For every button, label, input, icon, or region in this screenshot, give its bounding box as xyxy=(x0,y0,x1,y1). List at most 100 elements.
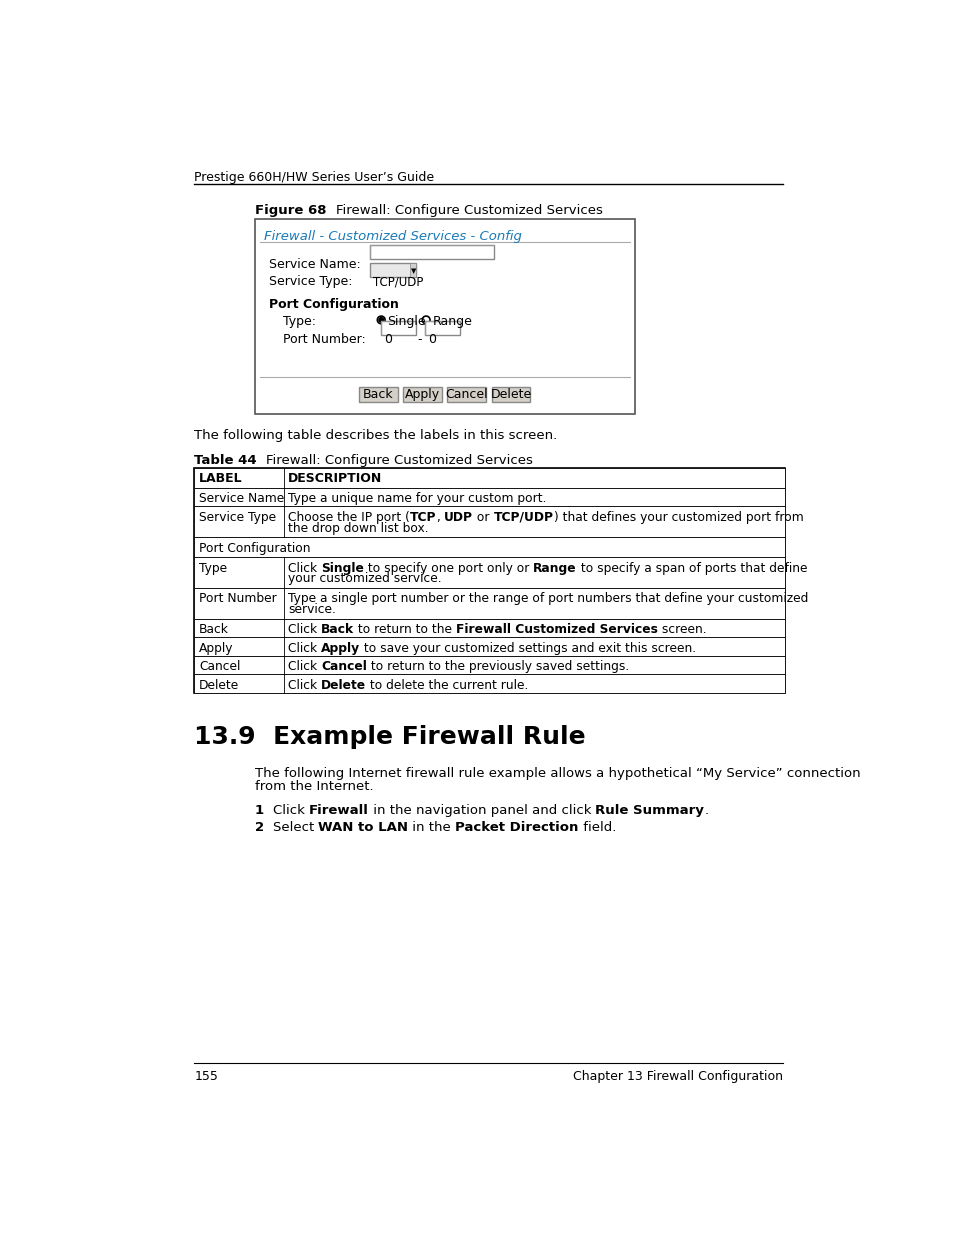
Text: Port Configuration: Port Configuration xyxy=(269,299,398,311)
Text: Packet Direction: Packet Direction xyxy=(455,821,578,834)
Bar xyxy=(194,619,784,637)
Text: to delete the current rule.: to delete the current rule. xyxy=(366,679,528,692)
Text: 1: 1 xyxy=(254,804,264,818)
Text: field.: field. xyxy=(578,821,616,834)
Bar xyxy=(194,468,784,488)
Text: Cancel: Cancel xyxy=(321,661,367,673)
FancyBboxPatch shape xyxy=(491,387,530,403)
Text: Range: Range xyxy=(432,315,472,327)
Text: ) that defines your customized port from: ) that defines your customized port from xyxy=(553,511,802,524)
Text: your customized service.: your customized service. xyxy=(288,573,441,585)
Text: Apply: Apply xyxy=(321,642,360,655)
Text: Back: Back xyxy=(321,624,354,636)
Text: Table 44: Table 44 xyxy=(194,454,266,467)
Text: Click: Click xyxy=(273,804,309,818)
Text: Chapter 13 Firewall Configuration: Chapter 13 Firewall Configuration xyxy=(573,1070,782,1083)
Text: 155: 155 xyxy=(194,1070,218,1083)
Text: Select: Select xyxy=(273,821,318,834)
Text: 0: 0 xyxy=(384,333,392,346)
Text: Port Number:: Port Number: xyxy=(282,333,365,346)
Bar xyxy=(194,468,784,693)
Text: the drop down list box.: the drop down list box. xyxy=(288,521,429,535)
Text: Firewall: Configure Customized Services: Firewall: Configure Customized Services xyxy=(266,454,533,467)
Text: Type a single port number or the range of port numbers that define your customiz: Type a single port number or the range o… xyxy=(288,593,808,605)
Bar xyxy=(194,656,784,674)
Text: Firewall Customized Services: Firewall Customized Services xyxy=(456,624,658,636)
Text: Figure 68: Figure 68 xyxy=(254,205,335,217)
Bar xyxy=(410,263,416,277)
Text: 13.9  Example Firewall Rule: 13.9 Example Firewall Rule xyxy=(194,725,585,748)
Bar xyxy=(194,588,784,619)
Text: Click: Click xyxy=(288,661,321,673)
Text: in the: in the xyxy=(408,821,455,834)
Text: DESCRIPTION: DESCRIPTION xyxy=(288,472,382,485)
Bar xyxy=(381,321,416,335)
Text: Prestige 660H/HW Series User’s Guide: Prestige 660H/HW Series User’s Guide xyxy=(194,172,435,184)
Text: Rule Summary: Rule Summary xyxy=(595,804,703,818)
Text: Firewall: Configure Customized Services: Firewall: Configure Customized Services xyxy=(335,205,602,217)
Text: from the Internet.: from the Internet. xyxy=(254,779,374,793)
Bar xyxy=(369,246,493,259)
Text: Port Configuration: Port Configuration xyxy=(199,542,311,555)
FancyBboxPatch shape xyxy=(403,387,441,403)
Text: TCP/UDP: TCP/UDP xyxy=(494,511,553,524)
Text: Service Type:: Service Type: xyxy=(269,275,352,288)
Text: to specify a span of ports that define: to specify a span of ports that define xyxy=(577,562,806,574)
Bar xyxy=(254,219,634,414)
Text: Type:: Type: xyxy=(282,315,315,327)
Text: LABEL: LABEL xyxy=(199,472,242,485)
Text: Back: Back xyxy=(199,624,229,636)
Text: or: or xyxy=(473,511,494,524)
Bar xyxy=(369,263,416,277)
Text: Firewall: Firewall xyxy=(309,804,368,818)
Text: Service Name:: Service Name: xyxy=(269,258,360,270)
Text: Cancel: Cancel xyxy=(199,661,240,673)
Text: UDP: UDP xyxy=(444,511,473,524)
Text: The following Internet firewall rule example allows a hypothetical “My Service” : The following Internet firewall rule exa… xyxy=(254,767,860,781)
Text: to save your customized settings and exit this screen.: to save your customized settings and exi… xyxy=(360,642,696,655)
Bar xyxy=(194,506,784,537)
Text: Type a unique name for your custom port.: Type a unique name for your custom port. xyxy=(288,493,546,505)
Circle shape xyxy=(378,317,383,322)
Text: in the navigation panel and click: in the navigation panel and click xyxy=(368,804,595,818)
Bar xyxy=(194,537,784,557)
Text: Port Number: Port Number xyxy=(199,593,276,605)
Bar xyxy=(194,557,784,588)
Bar xyxy=(194,637,784,656)
Text: Range: Range xyxy=(533,562,577,574)
Text: Single: Single xyxy=(387,315,426,327)
Text: ,: , xyxy=(436,511,444,524)
Text: Apply: Apply xyxy=(405,388,439,401)
Text: 2: 2 xyxy=(254,821,264,834)
Text: service.: service. xyxy=(288,603,335,616)
Text: Service Name: Service Name xyxy=(199,493,284,505)
FancyBboxPatch shape xyxy=(358,387,397,403)
Text: Delete: Delete xyxy=(321,679,366,692)
Text: Service Type: Service Type xyxy=(199,511,276,524)
Text: Firewall - Customized Services - Config: Firewall - Customized Services - Config xyxy=(264,230,521,243)
Text: The following table describes the labels in this screen.: The following table describes the labels… xyxy=(194,430,558,442)
Bar xyxy=(194,488,784,506)
Text: Apply: Apply xyxy=(199,642,233,655)
Text: Cancel: Cancel xyxy=(445,388,488,401)
Text: to return to the: to return to the xyxy=(354,624,456,636)
Text: Click: Click xyxy=(288,562,321,574)
Text: ▼: ▼ xyxy=(410,268,416,274)
Text: Click: Click xyxy=(288,624,321,636)
Text: Click: Click xyxy=(288,642,321,655)
Text: TCP/UDP: TCP/UDP xyxy=(373,275,422,288)
Text: TCP: TCP xyxy=(410,511,436,524)
Text: .: . xyxy=(703,804,708,818)
Text: Click: Click xyxy=(288,679,321,692)
FancyBboxPatch shape xyxy=(447,387,486,403)
Text: Back: Back xyxy=(363,388,394,401)
Text: 0: 0 xyxy=(428,333,436,346)
Text: WAN to LAN: WAN to LAN xyxy=(318,821,408,834)
Text: Delete: Delete xyxy=(490,388,531,401)
Bar xyxy=(194,674,784,693)
Text: screen.: screen. xyxy=(658,624,706,636)
Text: Choose the IP port (: Choose the IP port ( xyxy=(288,511,410,524)
Text: Type: Type xyxy=(199,562,227,574)
Text: -: - xyxy=(417,333,421,346)
Text: to return to the previously saved settings.: to return to the previously saved settin… xyxy=(367,661,629,673)
